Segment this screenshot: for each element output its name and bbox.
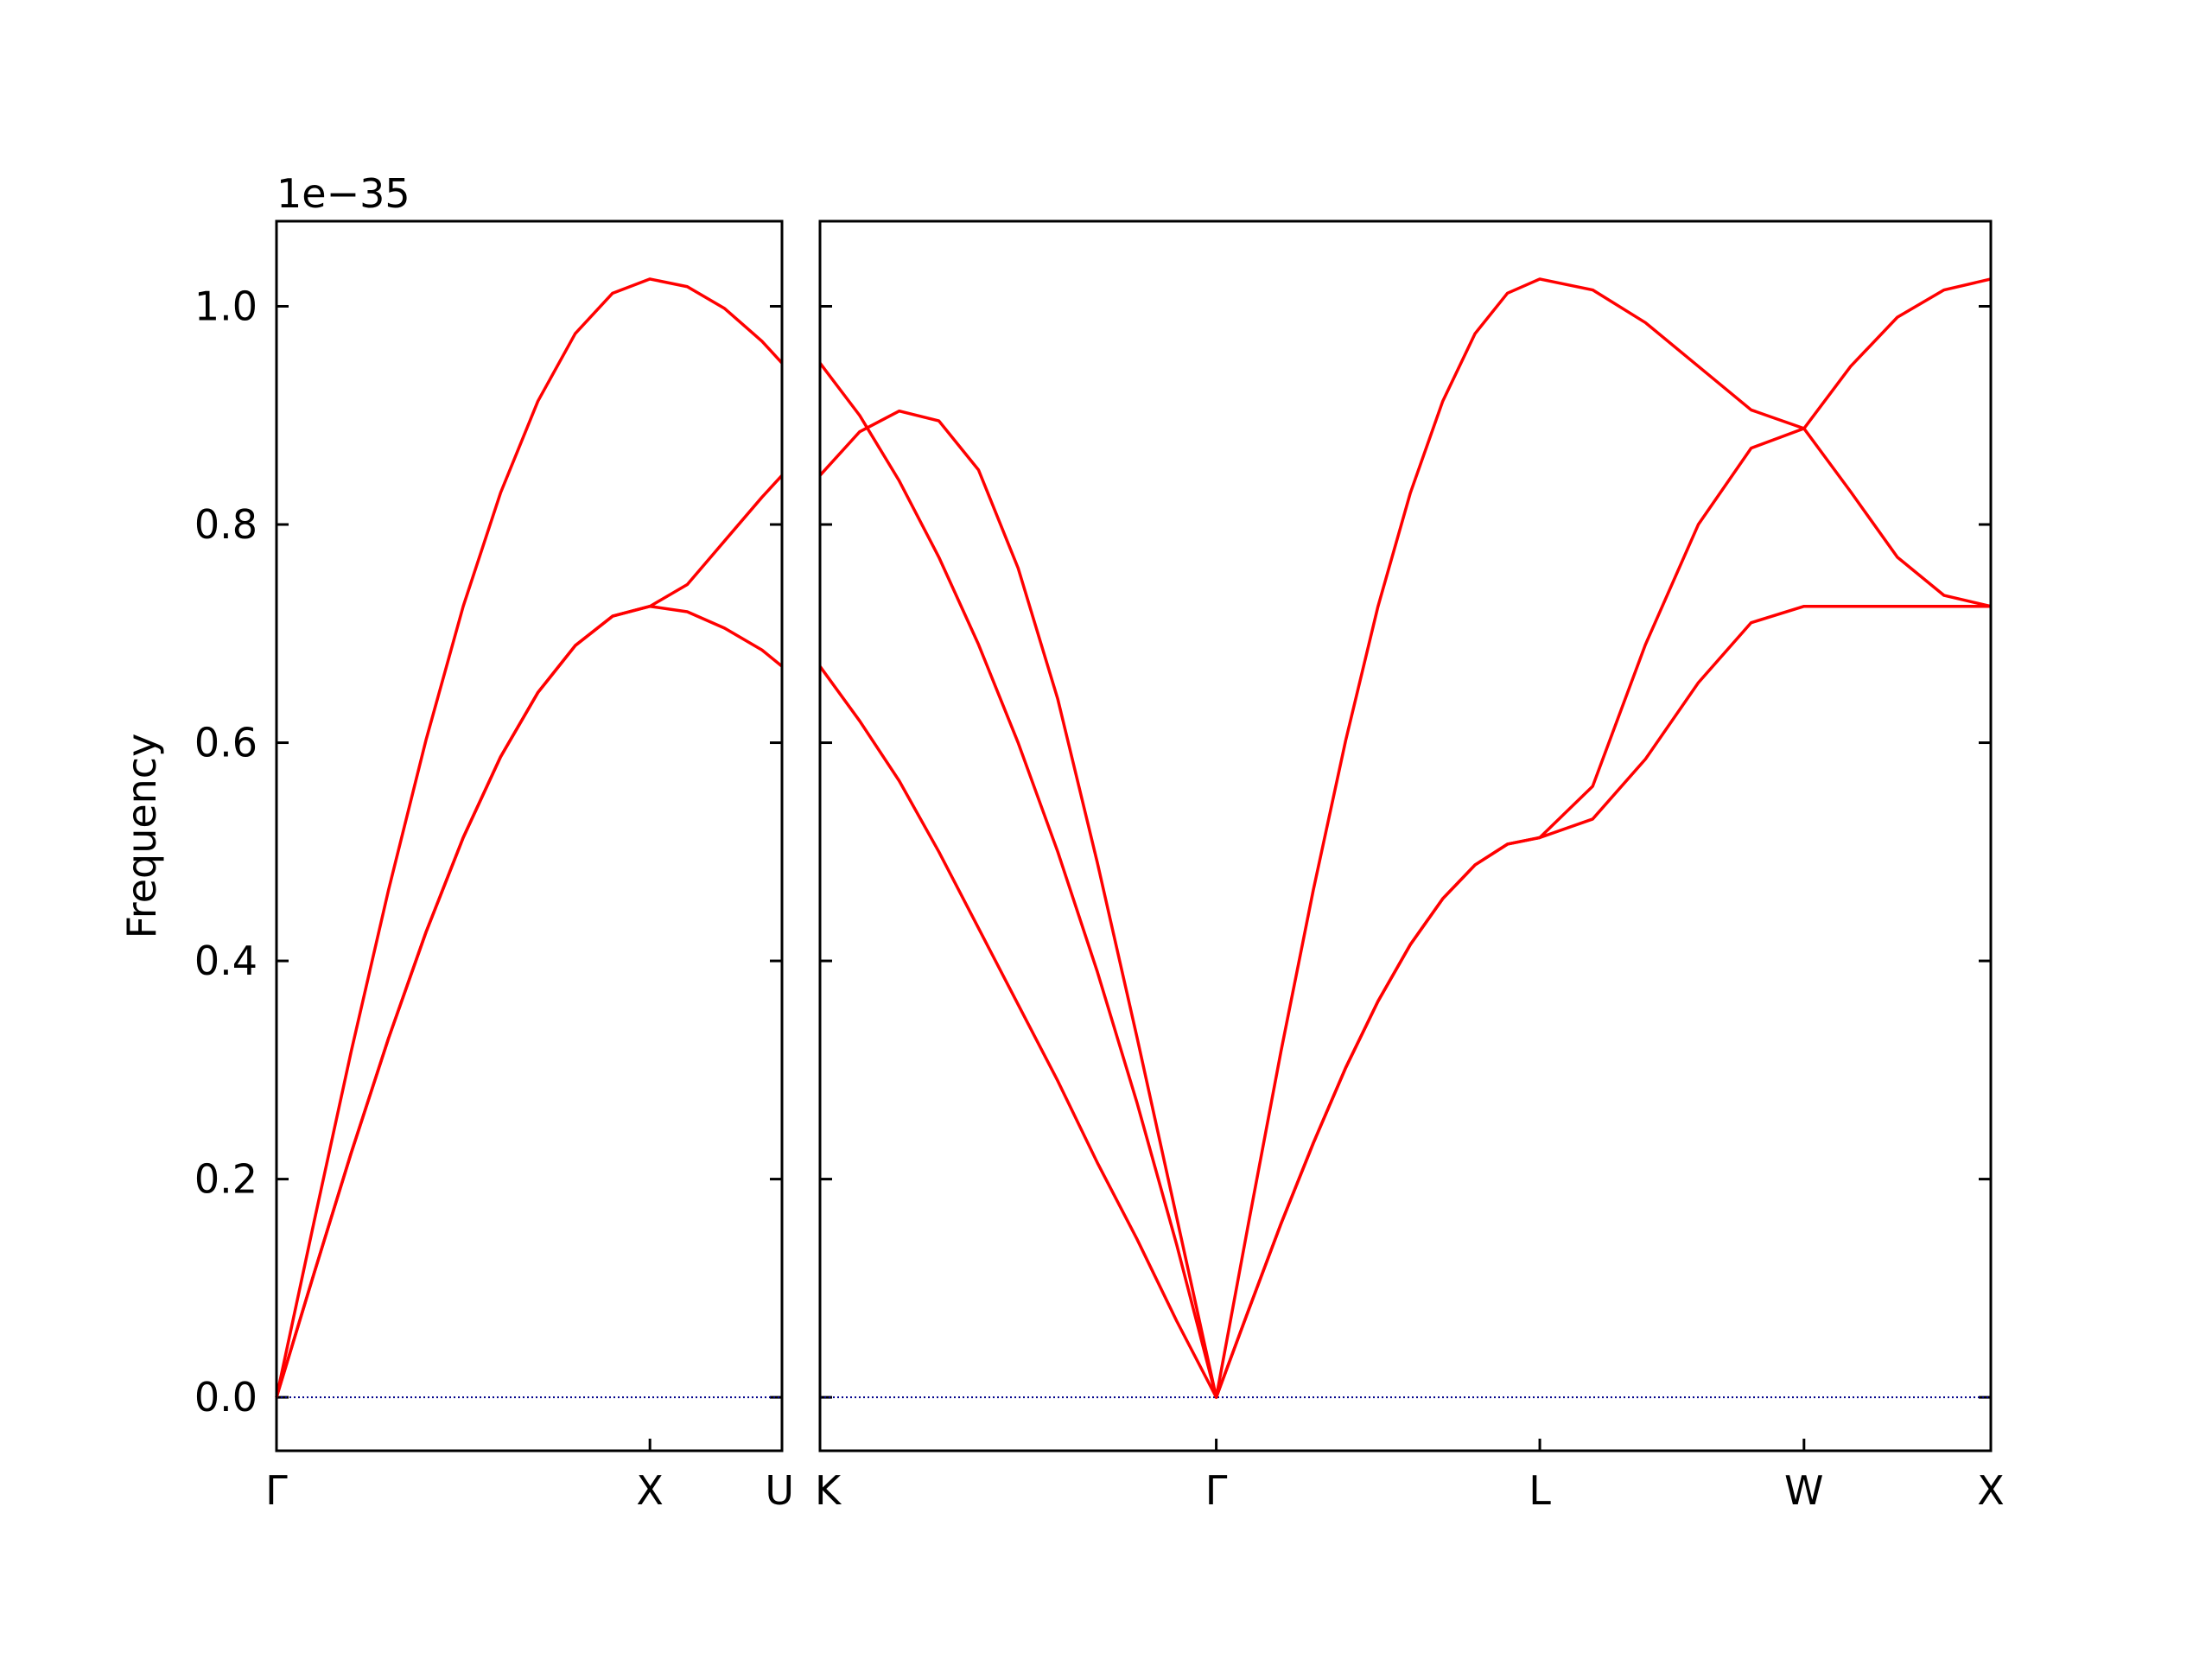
x-tick-label: K — [815, 1467, 842, 1514]
y-tick-label: 0.4 — [194, 938, 257, 984]
x-tick-label: L — [1529, 1467, 1551, 1514]
y-tick-label: 1.0 — [194, 283, 257, 329]
x-tick-label: Γ — [265, 1467, 288, 1514]
band-line — [275, 277, 784, 1398]
y-tick-label: 0.6 — [194, 720, 257, 766]
x-tick-label: U — [765, 1467, 794, 1514]
band-line — [275, 604, 784, 1398]
plot-frame — [818, 219, 1993, 1452]
band-line — [818, 604, 1991, 1399]
y-tick-label: 0.8 — [194, 501, 257, 548]
y-axis-label: Frequency — [118, 734, 165, 939]
band-line — [818, 277, 1992, 1399]
y-tick-label: 0.0 — [194, 1374, 257, 1421]
band-line — [275, 474, 784, 1398]
x-tick-label: Γ — [1205, 1467, 1228, 1514]
plot-frame — [275, 219, 784, 1452]
axis-offset-label: 1e−35 — [276, 170, 410, 217]
band-line — [818, 362, 1992, 1399]
x-tick-label: W — [1784, 1467, 1823, 1514]
x-tick-label: X — [636, 1467, 664, 1514]
x-tick-label: X — [1977, 1467, 2005, 1514]
y-tick-label: 0.2 — [194, 1156, 257, 1203]
